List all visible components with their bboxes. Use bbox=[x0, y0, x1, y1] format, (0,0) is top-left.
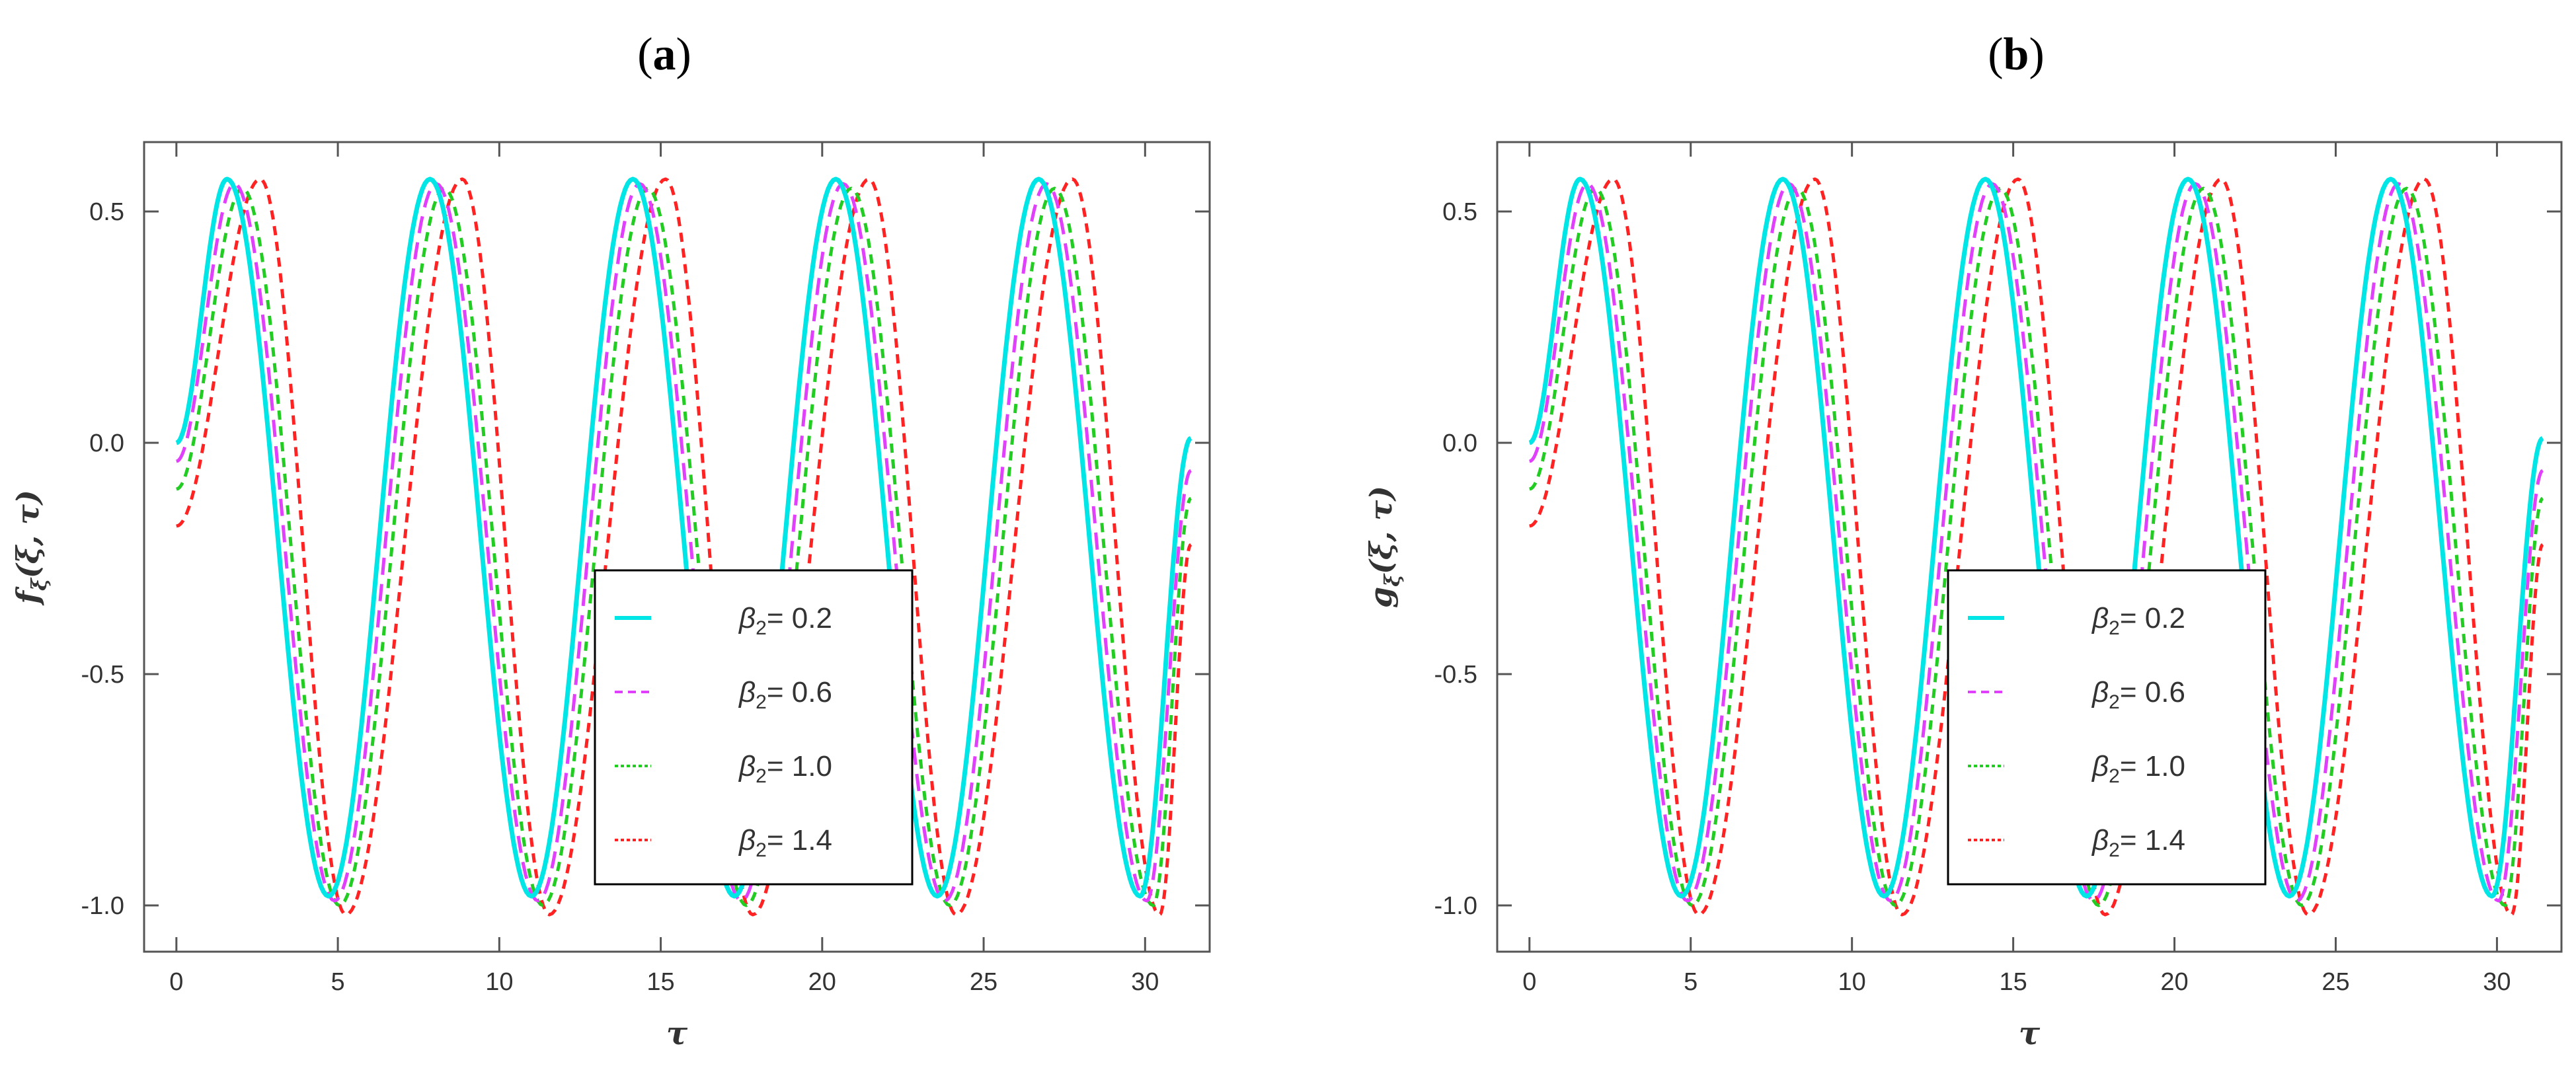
legend-box-b bbox=[1947, 569, 2267, 886]
y-tick-label-a-1: -0.5 bbox=[81, 661, 124, 689]
x-tick-label-a-4: 20 bbox=[808, 968, 836, 996]
x-axis-label-b: τ bbox=[2019, 1015, 2041, 1052]
series-line-a-0 bbox=[175, 176, 1192, 899]
y-tick-label-b-2: 0.0 bbox=[1442, 430, 1477, 457]
x-tick-label-a-0: 0 bbox=[169, 968, 183, 996]
x-axis-label-a: τ bbox=[666, 1015, 688, 1052]
series-line-b-0 bbox=[1528, 176, 2544, 899]
panel-b-letter: b bbox=[2004, 29, 2029, 80]
x-tick-label-b-3: 15 bbox=[1999, 968, 2027, 996]
x-tick-label-a-6: 30 bbox=[1131, 968, 1159, 996]
x-tick-label-b-0: 0 bbox=[1522, 968, 1536, 996]
series-line-a-2 bbox=[176, 186, 1192, 907]
series-line-b-3 bbox=[1529, 177, 2544, 917]
panel-b: (b) 0 5 10 15 20 25 30 -1.0 -0.5 0.0 0.5 τ gξ(ξ, τ) β… bbox=[1363, 29, 2563, 1052]
legend-label-b-2: β2= 1.0 bbox=[2091, 750, 2185, 787]
series-line-b-2 bbox=[1529, 186, 2544, 907]
x-tick-label-a-3: 15 bbox=[646, 968, 674, 996]
legend-label-b-1: β2= 0.6 bbox=[2091, 676, 2185, 713]
series-line-a-1 bbox=[176, 182, 1192, 903]
y-tick-label-b-0: -1.0 bbox=[1434, 892, 1477, 920]
x-tick-label-b-5: 25 bbox=[2322, 968, 2349, 996]
x-tick-label-b-6: 30 bbox=[2483, 968, 2511, 996]
y-tick-label-a-0: -1.0 bbox=[81, 892, 124, 920]
x-tick-label-b-4: 20 bbox=[2160, 968, 2188, 996]
x-tick-label-a-1: 5 bbox=[331, 968, 345, 996]
y-tick-label-a-2: 0.0 bbox=[89, 430, 124, 457]
plot-frame-a bbox=[143, 141, 1211, 953]
legend-label-a-3: β2= 1.4 bbox=[738, 824, 832, 861]
y-tick-label-a-3: 0.5 bbox=[89, 198, 124, 226]
legend-box-a bbox=[594, 569, 914, 886]
series-line-b-1 bbox=[1529, 182, 2544, 903]
series-line-a-3 bbox=[176, 177, 1192, 917]
x-tick-label-a-5: 25 bbox=[970, 968, 997, 996]
panel-a-letter: a bbox=[653, 29, 676, 80]
panel-b-label: (b) bbox=[1988, 29, 2045, 80]
x-tick-label-a-2: 10 bbox=[485, 968, 513, 996]
y-axis-label-b: gξ(ξ, τ) bbox=[1363, 486, 1405, 608]
legend-label-a-0: β2= 0.2 bbox=[738, 602, 832, 639]
y-tick-label-b-1: -0.5 bbox=[1434, 661, 1477, 689]
legend-label-a-2: β2= 1.0 bbox=[738, 750, 832, 787]
panel-a-label: (a) bbox=[637, 29, 691, 80]
panel-a: (a) 0 5 10 15 20 25 30 -1.0 -0.5 0.0 0.5 τ fξ(ξ, τ) β… bbox=[10, 29, 1211, 1052]
y-axis-label-a: fξ(ξ, τ) bbox=[10, 490, 52, 606]
legend-label-b-3: β2= 1.4 bbox=[2091, 824, 2185, 861]
legend-label-b-0: β2= 0.2 bbox=[2091, 602, 2185, 639]
x-tick-label-b-1: 5 bbox=[1684, 968, 1698, 996]
legend-label-a-1: β2= 0.6 bbox=[738, 676, 832, 713]
plot-frame-b bbox=[1496, 141, 2563, 953]
y-tick-label-b-3: 0.5 bbox=[1442, 198, 1477, 226]
x-tick-label-b-2: 10 bbox=[1838, 968, 1866, 996]
